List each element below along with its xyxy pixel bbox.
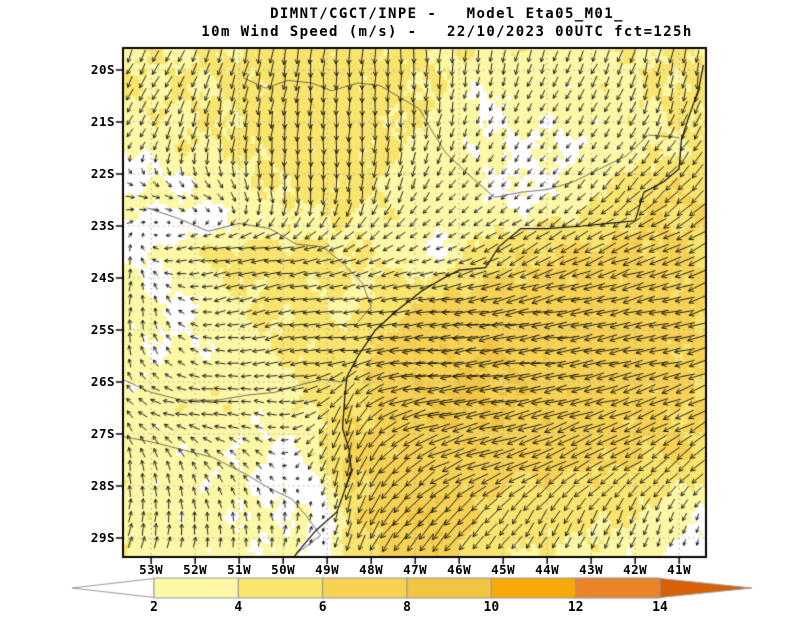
x-tick-label: 46W	[447, 562, 472, 577]
y-tick-label: 29S	[90, 529, 115, 545]
colorbar-tick-label: 12	[567, 600, 584, 615]
x-tick-label: 53W	[139, 562, 164, 577]
colorbar-tick-label: 14	[652, 600, 668, 615]
y-tick-label: 21S	[90, 113, 115, 129]
colorbar-tick-label: 2	[150, 600, 158, 615]
colorbar-tick-label: 6	[318, 600, 327, 615]
colorbar-tick-label: 4	[234, 600, 243, 615]
colorbar-tick-label: 10	[483, 600, 500, 615]
y-tick-label: 25S	[90, 321, 115, 337]
x-tick-label: 47W	[403, 562, 428, 577]
x-tick-label: 41W	[667, 562, 692, 577]
plot-title-line2: 10m Wind Speed (m/s) - 22/10/2023 00UTC …	[201, 24, 693, 40]
x-tick-label: 45W	[491, 562, 516, 577]
x-tick-label: 42W	[623, 562, 648, 577]
x-tick-label: 52W	[183, 562, 208, 577]
y-tick-label: 28S	[90, 477, 115, 493]
colorbar-tick-label: 8	[403, 600, 411, 615]
y-tick-label: 27S	[90, 425, 115, 441]
x-tick-label: 48W	[359, 562, 384, 577]
x-tick-label: 44W	[535, 562, 560, 577]
y-tick-label: 23S	[90, 217, 115, 233]
x-tick-label: 43W	[579, 562, 604, 577]
x-tick-label: 49W	[315, 562, 340, 577]
y-tick-label: 24S	[90, 269, 115, 285]
y-tick-label: 20S	[90, 61, 115, 77]
plot-title-line1: DIMNT/CGCT/INPE - Model Eta05_M01_	[270, 6, 624, 22]
y-tick-label: 26S	[90, 373, 115, 389]
x-tick-label: 51W	[227, 562, 252, 577]
x-tick-label: 50W	[271, 562, 296, 577]
y-tick-label: 22S	[90, 165, 115, 181]
